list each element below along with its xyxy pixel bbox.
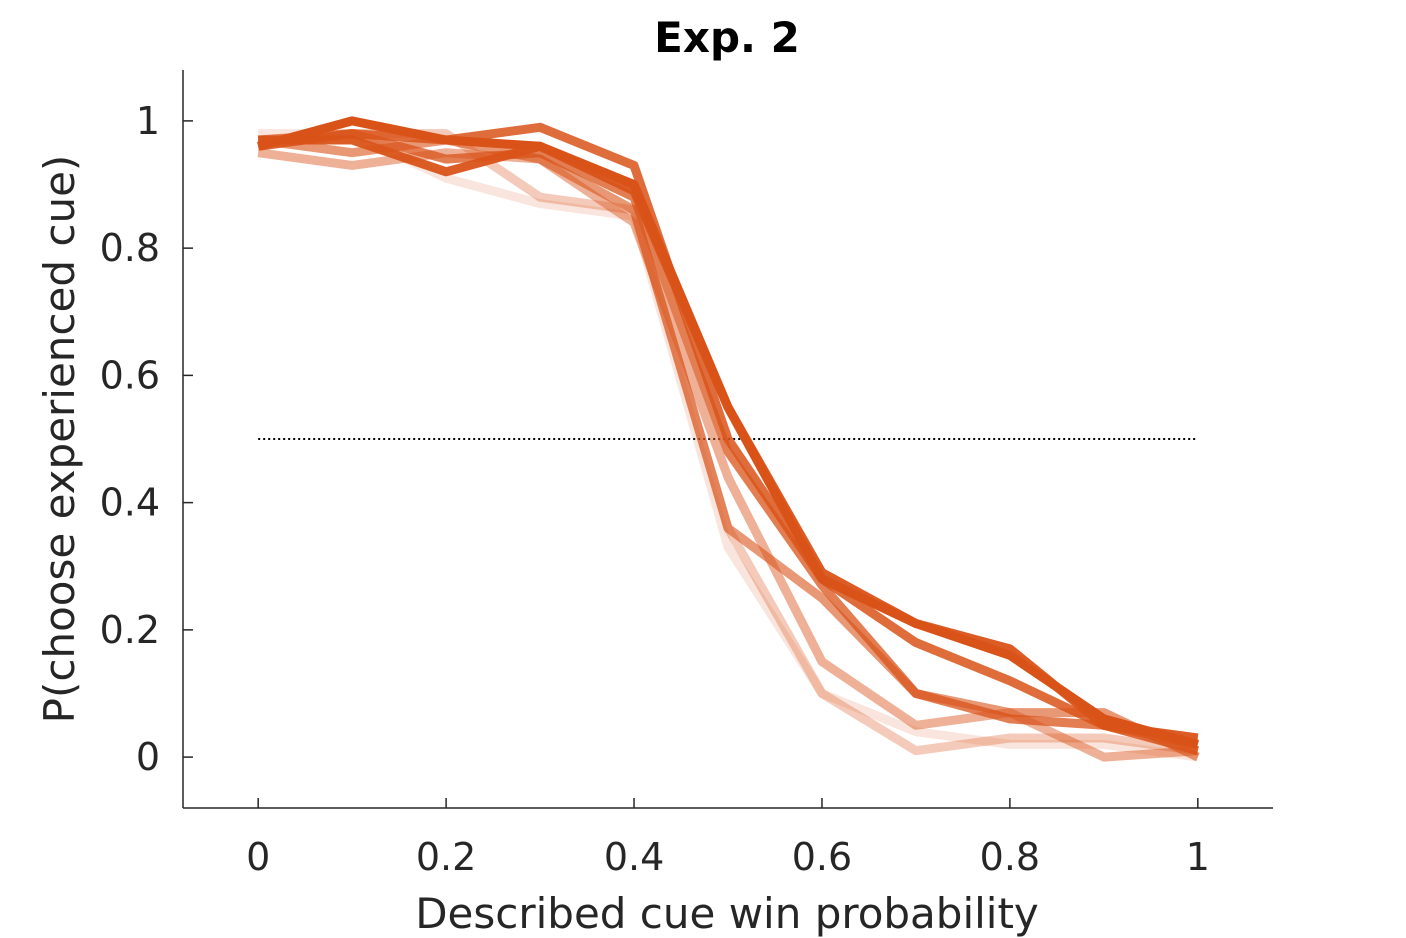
x-axis-label: Described cue win probability: [415, 889, 1039, 938]
y-tick-label: 0.6: [100, 353, 160, 397]
x-ticks: 0 0.2 0.4 0.6 0.8 1: [246, 798, 1210, 879]
plot-area: [257, 116, 1200, 762]
x-tick-label: 0.8: [980, 835, 1040, 879]
chart-title: Exp. 2: [654, 13, 800, 62]
x-tick-label: 0.6: [792, 835, 852, 879]
x-tick-label: 0: [246, 835, 270, 879]
x-tick-label: 1: [1186, 835, 1210, 879]
y-tick-label: 0.4: [100, 481, 160, 525]
y-tick-label: 1: [136, 99, 160, 143]
x-tick-label: 0.2: [416, 835, 476, 879]
series-group: [257, 116, 1200, 762]
y-tick-label: 0.2: [100, 608, 160, 652]
series-line-5: [257, 129, 1199, 749]
series-line-8: [257, 116, 1199, 749]
y-tick-label: 0.8: [100, 226, 160, 270]
x-tick-label: 0.4: [604, 835, 664, 879]
y-ticks: 0 0.2 0.4 0.6 0.8 1: [100, 99, 193, 779]
y-tick-label: 0: [136, 735, 160, 779]
series-line-4: [257, 135, 1200, 762]
y-axis-label: P(choose experienced cue): [35, 155, 84, 724]
